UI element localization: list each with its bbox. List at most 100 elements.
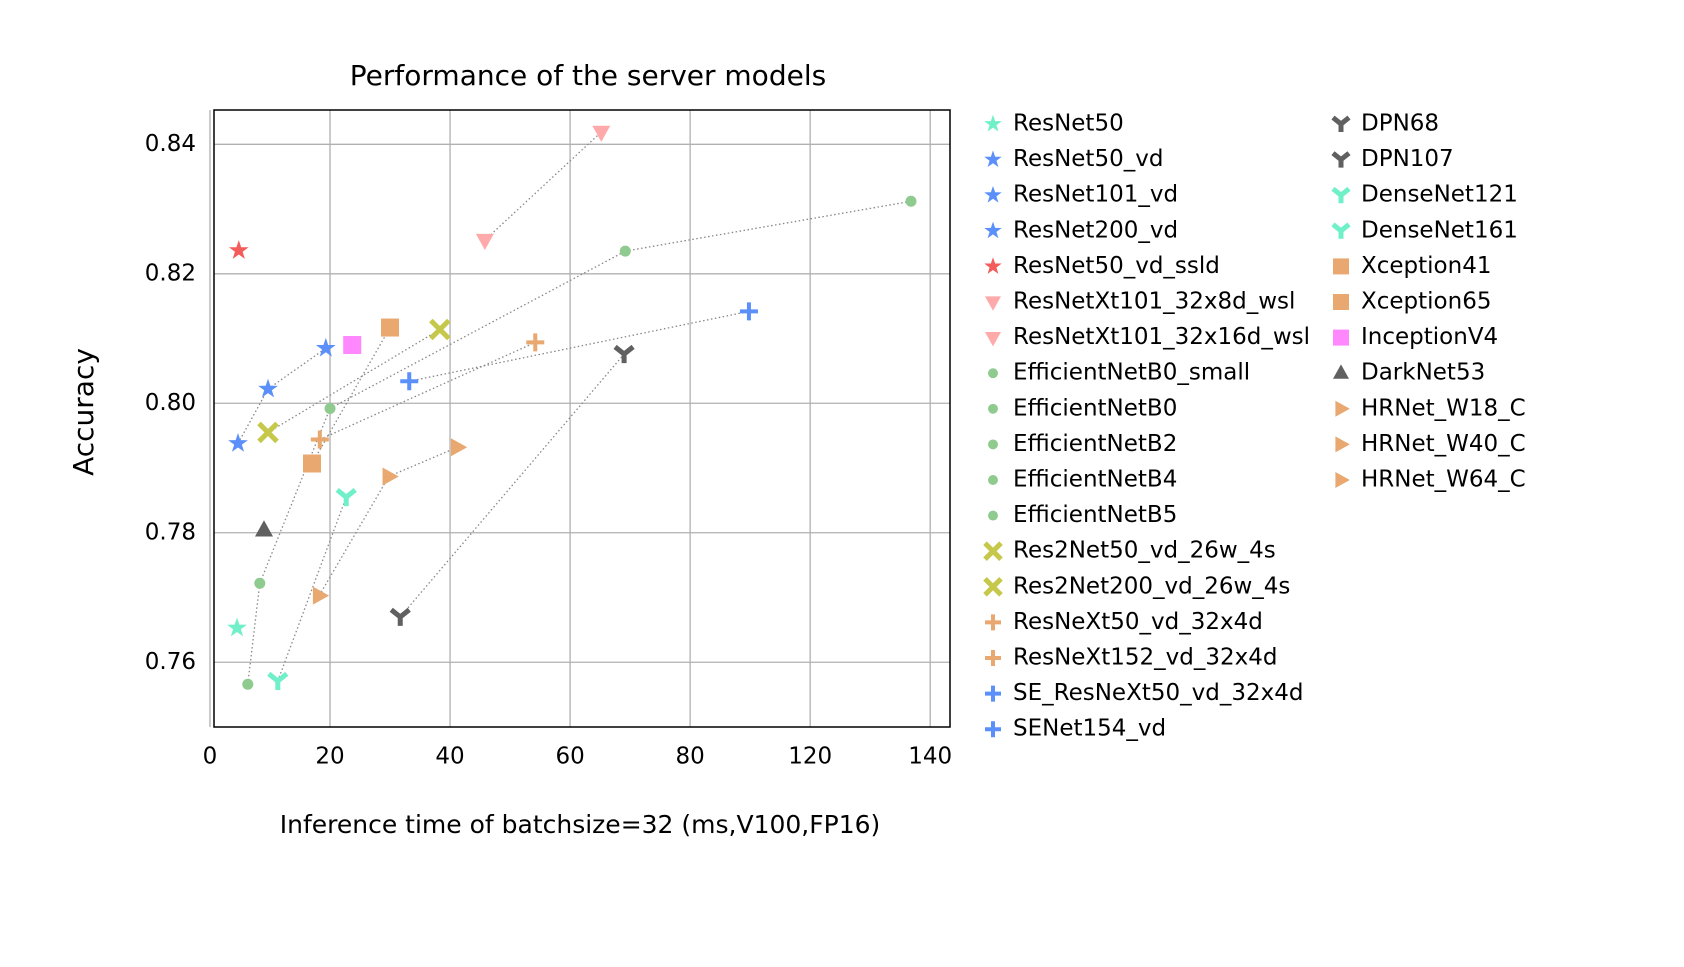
legend-label: ResNeXt50_vd_32x4d [1013,609,1263,635]
data-point [258,378,278,398]
legend-marker [985,332,1001,347]
x-axis-label: Inference time of batchsize=32 (ms,V100,… [280,810,881,839]
data-point [242,678,254,690]
legend-label: EfficientNetB5 [1013,502,1177,528]
plot-frame [213,109,951,728]
data-point [227,617,247,637]
connector-line [319,341,536,441]
data-point [400,372,419,391]
x-tick-label: 0 [203,744,218,770]
data-point [619,245,631,257]
x-tick-label: 80 [675,744,704,770]
connector-line [329,250,626,410]
connector-line [318,476,390,596]
legend-label: SE_ResNeXt50_vd_32x4d [1013,680,1303,706]
legend-label: EfficientNetB4 [1013,467,1177,493]
legend-marker [1335,436,1350,453]
x-tick-label: 140 [908,744,952,770]
data-point [335,488,357,507]
legend-marker [985,685,1001,702]
legend-label: ResNet200_vd [1013,217,1178,243]
data-point [254,520,273,537]
y-tick-label: 0.82 [145,260,196,286]
data-point [739,302,758,321]
legend-label: DPN68 [1361,111,1439,137]
data-point [228,240,249,259]
legend-label: HRNet_W18_C [1361,395,1526,421]
legend-label: EfficientNetB0_small [1013,360,1250,386]
legend-marker [1331,115,1351,132]
data-point [389,607,411,626]
legend-marker [985,614,1001,631]
data-point [315,337,336,357]
legend-marker [1331,186,1351,204]
legend-label: ResNet50_vd_ssld [1013,253,1220,279]
connector-line [267,347,327,390]
x-tick-label: 20 [315,744,344,770]
connector-line [388,446,458,478]
legend-marker [988,439,998,450]
legend-label: EfficientNetB0 [1013,395,1177,421]
data-point [310,430,329,449]
legend-marker [985,721,1001,738]
data-point [905,195,917,207]
legend-label: ResNet50_vd [1013,146,1163,172]
connector-line [625,200,912,252]
legend-label: DPN107 [1361,146,1454,172]
data-point [381,318,400,337]
legend-label: SENet154_vd [1013,716,1166,742]
legend-marker [1333,329,1349,346]
legend-label: ResNet50 [1013,111,1124,137]
legend-marker [988,475,998,485]
legend-label: DenseNet161 [1361,217,1518,243]
legend-label: Xception65 [1361,289,1491,315]
legend-marker [984,114,1002,132]
x-tick-label: 60 [555,744,584,770]
y-axis-label: Accuracy [67,348,100,476]
legend-marker [985,296,1001,311]
legend-label: DenseNet121 [1361,182,1518,208]
legend-label: Res2Net50_vd_26w_4s [1013,538,1276,564]
legend-marker [988,510,998,521]
x-tick-label: 40 [435,744,464,770]
legend-marker [988,368,998,379]
legend-marker [1333,258,1349,275]
legend-label: ResNetXt101_32x8d_wsl [1013,289,1295,315]
connector-line [267,328,441,433]
data-point [228,433,248,452]
data-point [254,577,266,589]
legend-label: ResNeXt152_vd_32x4d [1013,645,1277,671]
connector-line [277,496,347,682]
legend-label: EfficientNetB2 [1013,431,1177,457]
legend-marker [984,257,1002,274]
data-point [429,318,451,341]
y-tick-label: 0.84 [145,131,196,157]
legend-label: HRNet_W40_C [1361,431,1526,457]
legend-marker [1335,400,1350,417]
legend-marker [1333,364,1349,379]
x-tick-label: 120 [788,744,832,770]
legend-label: ResNetXt101_32x16d_wsl [1013,324,1310,350]
chart-title: Performance of the server models [350,59,826,92]
data-point [450,438,468,457]
data-point [324,402,336,414]
connector-line [484,131,602,241]
legend-marker [988,403,998,414]
legend-marker [1331,222,1351,239]
legend-marker [983,577,1003,597]
legend-marker [984,186,1002,203]
data-point [257,421,279,444]
connector-line [399,353,625,618]
legend-label: Res2Net200_vd_26w_4s [1013,573,1290,599]
data-point [343,336,362,355]
data-point [267,671,289,691]
legend-marker [984,221,1002,239]
legend-label: HRNet_W64_C [1361,467,1526,493]
connector-line [409,310,750,382]
y-tick-label: 0.80 [145,390,196,416]
data-point [303,454,322,473]
legend-marker [1331,151,1351,168]
legend-marker [985,650,1001,666]
